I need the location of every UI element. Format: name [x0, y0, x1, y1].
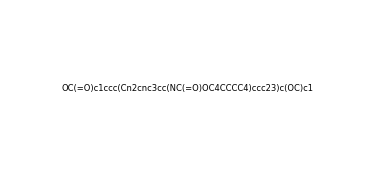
Text: OC(=O)c1ccc(Cn2cnc3cc(NC(=O)OC4CCCC4)ccc23)c(OC)c1: OC(=O)c1ccc(Cn2cnc3cc(NC(=O)OC4CCCC4)ccc… [62, 83, 314, 93]
